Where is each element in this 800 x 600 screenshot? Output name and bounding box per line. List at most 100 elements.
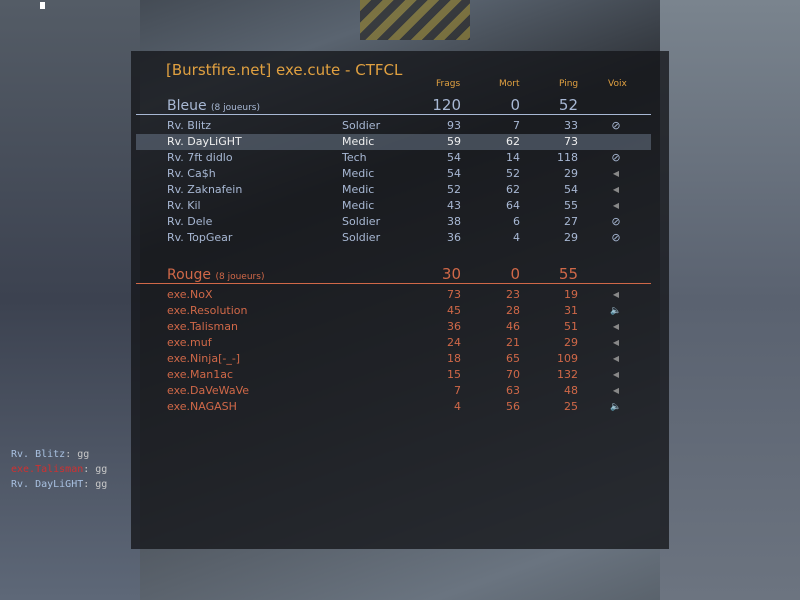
player-mort: 28: [506, 304, 520, 317]
player-frags: 52: [447, 183, 461, 196]
team-ping: 55: [558, 265, 578, 283]
chat-message: : gg: [83, 464, 108, 475]
speaker-icon[interactable]: ◀: [612, 290, 620, 299]
player-row[interactable]: exe.DaVeWaVe 7 63 48 ◀: [136, 383, 651, 399]
col-voix: Voix: [608, 79, 627, 89]
player-mort: 63: [506, 384, 520, 397]
player-row[interactable]: exe.NAGASH 4 56 25 🔈: [136, 399, 651, 415]
scoreboard: [Burstfire.net] exe.cute - CTFCL Frags M…: [131, 51, 669, 549]
player-mort: 62: [506, 183, 520, 196]
player-row[interactable]: Rv. TopGear Soldier 36 4 29 ⊘: [136, 230, 651, 246]
player-row[interactable]: exe.Resolution 45 28 31 🔈: [136, 303, 651, 319]
player-mort: 23: [506, 288, 520, 301]
player-row[interactable]: Rv. Zaknafein Medic 52 62 54 ◀: [136, 182, 651, 198]
player-name: Rv. Zaknafein: [167, 183, 243, 196]
speaker-icon[interactable]: ◀: [612, 354, 620, 363]
player-name: exe.NoX: [167, 288, 213, 301]
player-frags: 43: [447, 199, 461, 212]
player-name: Rv. Dele: [167, 215, 213, 228]
player-row[interactable]: Rv. 7ft didlo Tech 54 14 118 ⊘: [136, 150, 651, 166]
player-ping: 132: [557, 368, 578, 381]
player-frags: 45: [447, 304, 461, 317]
player-name: exe.Resolution: [167, 304, 248, 317]
player-class: Medic: [342, 199, 375, 212]
muted-icon[interactable]: ⊘: [611, 151, 621, 164]
player-ping: 29: [564, 167, 578, 180]
player-ping: 51: [564, 320, 578, 333]
player-ping: 48: [564, 384, 578, 397]
player-row[interactable]: exe.muf 24 21 29 ◀: [136, 335, 651, 351]
player-frags: 7: [454, 384, 461, 397]
player-ping: 73: [564, 135, 578, 148]
player-mort: 4: [513, 231, 520, 244]
player-ping: 118: [557, 151, 578, 164]
team-name: Rouge (8 joueurs): [167, 267, 264, 283]
player-name: exe.Ninja[-_-]: [167, 352, 241, 365]
player-ping: 109: [557, 352, 578, 365]
speaker-icon[interactable]: ◀: [612, 322, 620, 331]
chat-sender: Rv. Blitz: [11, 449, 66, 460]
player-class: Tech: [342, 151, 367, 164]
player-ping: 29: [564, 336, 578, 349]
chat-sender: Rv. DayLiGHT: [11, 479, 84, 490]
player-row[interactable]: Rv. DayLiGHT Medic 59 62 73: [136, 134, 651, 150]
player-row[interactable]: exe.Talisman 36 46 51 ◀: [136, 319, 651, 335]
speaker-icon[interactable]: ◀: [612, 370, 620, 379]
player-frags: 59: [447, 135, 461, 148]
team-name-label: Rouge: [167, 267, 212, 283]
player-name: Rv. 7ft didlo: [167, 151, 233, 164]
player-mort: 14: [506, 151, 520, 164]
player-mort: 70: [506, 368, 520, 381]
player-row[interactable]: exe.NoX 73 23 19 ◀: [136, 287, 651, 303]
team-mort: 0: [510, 265, 520, 283]
muted-icon[interactable]: ⊘: [611, 231, 621, 244]
player-mort: 65: [506, 352, 520, 365]
crosshair-cursor: [40, 2, 45, 9]
player-row[interactable]: Rv. Dele Soldier 38 6 27 ⊘: [136, 214, 651, 230]
speaking-icon[interactable]: 🔈: [610, 402, 622, 412]
muted-icon[interactable]: ⊘: [611, 215, 621, 228]
chat-message: : gg: [65, 449, 90, 460]
player-ping: 33: [564, 119, 578, 132]
team-count: (8 joueurs): [215, 272, 265, 282]
speaker-icon[interactable]: ◀: [612, 185, 620, 194]
team-blue: Bleue (8 joueurs) 120 0 52 Rv. Blitz Sold…: [136, 94, 651, 246]
muted-icon[interactable]: ⊘: [611, 119, 621, 132]
player-row[interactable]: exe.Man1ac 15 70 132 ◀: [136, 367, 651, 383]
speaker-icon[interactable]: ◀: [612, 201, 620, 210]
player-name: exe.DaVeWaVe: [167, 384, 250, 397]
player-frags: 93: [447, 119, 461, 132]
player-ping: 25: [564, 400, 578, 413]
team-name-label: Bleue: [167, 98, 207, 114]
col-ping: Ping: [559, 79, 579, 89]
team-name: Bleue (8 joueurs): [167, 98, 260, 114]
team-count: (8 joueurs): [211, 103, 260, 113]
player-row[interactable]: Rv. Ca$h Medic 54 52 29 ◀: [136, 166, 651, 182]
speaker-icon[interactable]: ◀: [612, 386, 620, 395]
player-frags: 15: [447, 368, 461, 381]
player-frags: 36: [447, 231, 461, 244]
chat-line: Rv. Blitz: gg: [11, 449, 89, 460]
player-class: Medic: [342, 167, 375, 180]
background-wall: [0, 0, 140, 600]
player-frags: 54: [447, 167, 461, 180]
player-mort: 64: [506, 199, 520, 212]
team-header: Rouge (8 joueurs) 30 0 55: [136, 263, 651, 284]
player-name: exe.Talisman: [167, 320, 238, 333]
player-ping: 19: [564, 288, 578, 301]
player-row[interactable]: exe.Ninja[-_-] 18 65 109 ◀: [136, 351, 651, 367]
player-row[interactable]: Rv. Kil Medic 43 64 55 ◀: [136, 198, 651, 214]
player-ping: 31: [564, 304, 578, 317]
player-ping: 55: [564, 199, 578, 212]
team-red: Rouge (8 joueurs) 30 0 55 exe.NoX 73 23 19 ◀…: [136, 263, 651, 415]
player-class: Soldier: [342, 119, 381, 132]
player-frags: 38: [447, 215, 461, 228]
player-name: exe.Man1ac: [167, 368, 233, 381]
player-row[interactable]: Rv. Blitz Soldier 93 7 33 ⊘: [136, 118, 651, 134]
server-title: [Burstfire.net] exe.cute - CTFCL: [166, 61, 403, 79]
speaker-icon[interactable]: ◀: [612, 169, 620, 178]
speaker-icon[interactable]: ◀: [612, 338, 620, 347]
speaking-icon[interactable]: 🔈: [610, 306, 622, 316]
player-name: Rv. DayLiGHT: [167, 135, 242, 148]
player-class: Soldier: [342, 215, 381, 228]
